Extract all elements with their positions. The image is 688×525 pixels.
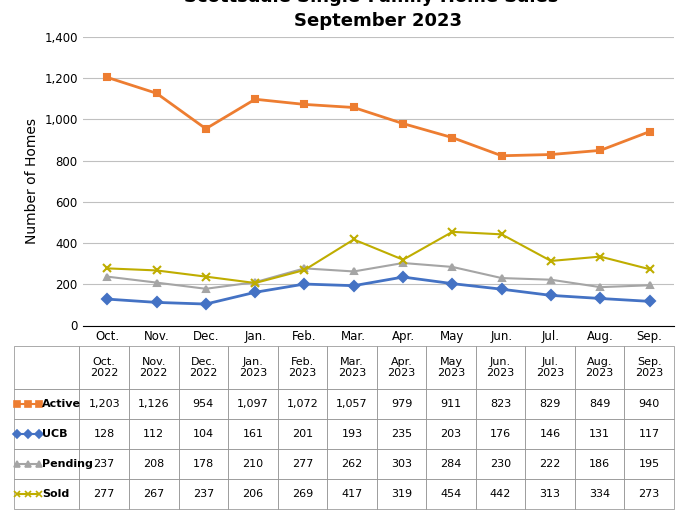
- Text: Sold: Sold: [42, 489, 69, 499]
- Y-axis label: Number of Homes: Number of Homes: [25, 118, 39, 244]
- Text: Pending: Pending: [42, 459, 93, 469]
- Text: Active: Active: [42, 399, 81, 409]
- Title: Scottsdale Single-Family Home Sales -
September 2023: Scottsdale Single-Family Home Sales - Se…: [184, 0, 572, 29]
- Text: UCB: UCB: [42, 429, 68, 439]
